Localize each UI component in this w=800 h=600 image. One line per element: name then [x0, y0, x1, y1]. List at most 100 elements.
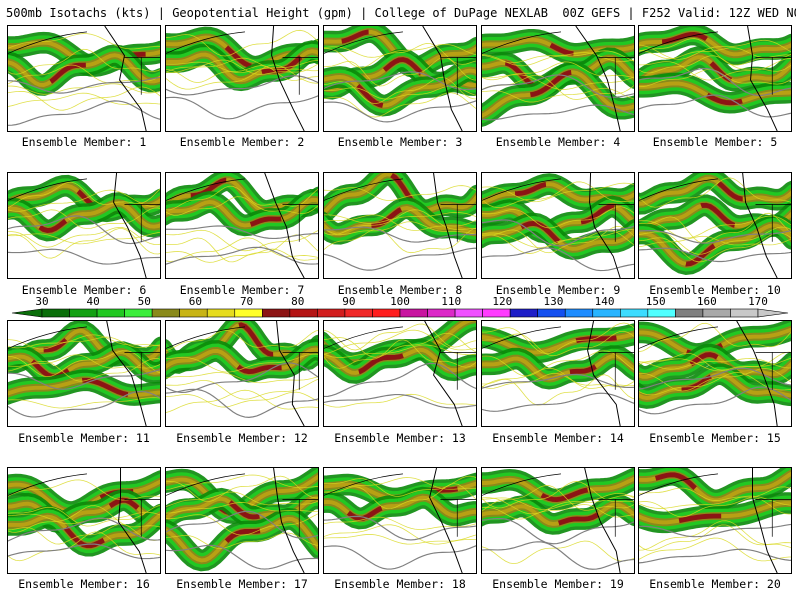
isotach-map — [482, 173, 634, 278]
colorbar-swatch — [564, 308, 594, 318]
coastline — [166, 31, 245, 54]
jet-core — [324, 481, 476, 501]
height-contour — [639, 386, 791, 415]
jet-core — [639, 500, 791, 525]
political-border — [598, 352, 634, 390]
isotach-contour — [166, 502, 318, 514]
coastline — [8, 31, 87, 54]
coastline — [106, 321, 147, 426]
coastline — [273, 468, 305, 573]
isotach-contour — [482, 74, 634, 90]
height-contour — [639, 367, 791, 390]
ensemble-member-label: Ensemble Member: 9 — [495, 283, 621, 297]
ensemble-member-label: Ensemble Member: 10 — [649, 283, 781, 297]
header-separator: | — [360, 6, 368, 20]
isotach-map — [8, 173, 160, 278]
isotach-contour — [166, 64, 318, 90]
coastline — [482, 473, 561, 496]
colorbar-swatch — [620, 308, 649, 318]
isotach-map — [166, 468, 318, 573]
coastline — [482, 31, 561, 54]
height-contour — [166, 75, 318, 96]
isotach-contour — [8, 189, 160, 212]
height-contour — [166, 95, 318, 120]
isotach-map — [8, 321, 160, 426]
colorbar-swatch — [702, 308, 731, 318]
isotach-contour — [166, 248, 318, 263]
isotach-contour — [8, 350, 160, 378]
colorbar-swatch — [675, 308, 704, 318]
isotach-contour — [166, 65, 318, 84]
isotach-contour — [166, 29, 318, 57]
coastline — [639, 31, 718, 54]
header-valid-time: Valid: 12Z WED NOV 26 2025 — [678, 6, 796, 20]
isotach-contour — [482, 229, 634, 248]
ensemble-member-panel — [481, 467, 635, 574]
isotach-contour — [8, 92, 160, 107]
isotach-contour — [482, 50, 634, 67]
colorbar-swatch — [482, 308, 511, 318]
political-border — [755, 352, 791, 390]
isotach-contour — [324, 76, 476, 105]
ensemble-member-label: Ensemble Member: 1 — [21, 135, 147, 149]
height-contour — [324, 394, 476, 409]
colorbar-swatch — [41, 308, 70, 318]
political-border — [598, 57, 634, 95]
isotach-contour — [639, 57, 791, 81]
height-contour — [8, 100, 160, 126]
isotach-contour — [166, 185, 318, 211]
colorbar-tick-label: 60 — [188, 295, 203, 308]
political-border — [124, 499, 160, 537]
height-contour — [639, 94, 791, 118]
height-contour — [639, 523, 791, 538]
isotach-contour — [482, 61, 634, 81]
isotach-map — [324, 173, 476, 278]
isotach-contour — [166, 513, 318, 536]
header-product: 500mb Isotachs (kts) — [6, 6, 151, 20]
isotach-contour — [482, 493, 634, 515]
isotach-contour — [482, 330, 634, 357]
ensemble-member-panel — [323, 320, 477, 427]
ensemble-member-panel — [481, 25, 635, 132]
coastline — [422, 26, 463, 131]
isotach-contour — [324, 92, 476, 118]
ensemble-member-panel — [638, 467, 792, 574]
isotach-map — [8, 468, 160, 573]
isotach-contour — [166, 60, 318, 74]
isotach-contour — [639, 226, 791, 255]
isotach-contour — [639, 357, 791, 370]
isotach-contour — [8, 48, 160, 75]
isotach-contour — [324, 221, 476, 235]
coastline — [742, 173, 778, 278]
isotach-contour — [324, 475, 476, 497]
ensemble-member-panel — [323, 467, 477, 574]
ensemble-member-panel — [165, 172, 319, 279]
height-contour — [324, 515, 476, 541]
colorbar-swatch — [262, 308, 291, 318]
isotach-contour — [482, 182, 634, 203]
height-contour — [166, 510, 318, 539]
colorbar-swatch — [509, 308, 538, 318]
isotach-map — [482, 468, 634, 573]
ensemble-member-label: Ensemble Member: 5 — [652, 135, 778, 149]
colorbar-swatch — [96, 308, 125, 318]
height-contour — [166, 388, 318, 418]
isotach-contour — [482, 350, 634, 377]
isotach-contour — [166, 353, 318, 373]
colorbar-tick-label: 80 — [291, 295, 305, 308]
colorbar-swatch — [206, 308, 236, 318]
isotach-contour — [324, 323, 476, 351]
colorbar-swatch — [234, 308, 263, 318]
isotach-contour — [324, 339, 476, 369]
coastline — [747, 26, 778, 131]
colorbar-swatch — [151, 308, 180, 318]
ensemble-member-panel — [323, 25, 477, 132]
colorbar-labels: 30 40 50 60 70 80 90 100 110 120 130 140 150 160 170 — [0, 296, 800, 308]
height-contour — [166, 362, 318, 394]
isotach-contour — [324, 85, 476, 100]
isotach-contour — [8, 479, 160, 501]
isotach-contour — [639, 39, 791, 60]
coastline — [639, 178, 718, 201]
jet-core — [324, 29, 476, 70]
coastline — [166, 473, 245, 496]
